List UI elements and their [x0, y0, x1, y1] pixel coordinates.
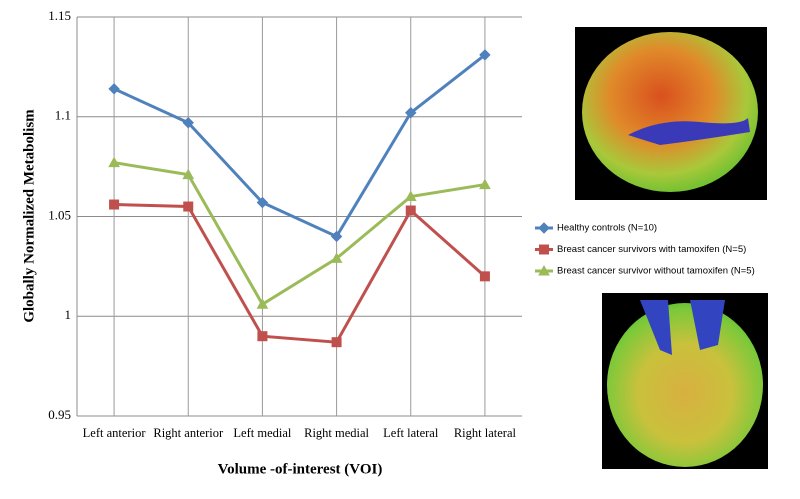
marker: [539, 244, 549, 255]
marker: [405, 205, 416, 216]
marker: [330, 230, 343, 243]
x-tick-label: Left medial: [233, 426, 292, 440]
x-axis-title: Volume -of-interest (VOI): [218, 461, 383, 477]
marker: [182, 117, 194, 129]
x-tick-label: Right medial: [304, 426, 370, 440]
series-line: [113, 161, 486, 307]
y-axis-title: Globally Normalized Metabolism: [21, 109, 37, 323]
marker: [257, 331, 268, 342]
marker: [256, 196, 269, 209]
y-tick-label: 1.05: [48, 207, 71, 222]
y-tick-label: 1: [65, 307, 72, 322]
brain-voi: [628, 118, 750, 145]
legend-label: Breast cancer survivor without tamoxifen…: [557, 266, 755, 277]
marker: [108, 156, 120, 168]
marker: [405, 107, 417, 119]
marker: [330, 252, 343, 263]
marker: [183, 201, 194, 212]
legend-label: Breast cancer survivors with tamoxifen (…: [557, 244, 746, 255]
series-line: [114, 203, 486, 344]
marker: [479, 271, 490, 282]
y-tick-label: 1.15: [48, 8, 71, 23]
marker: [404, 190, 417, 202]
x-tick-label: Right lateral: [453, 426, 516, 440]
brain-render: [582, 32, 758, 192]
marker: [479, 49, 491, 61]
legend-label: Healthy controls (N=10): [557, 223, 657, 234]
brain-render: [607, 303, 763, 467]
x-tick-label: Right anterior: [153, 426, 224, 440]
marker: [538, 222, 550, 234]
y-tick-label: 0.95: [48, 407, 71, 422]
marker: [256, 298, 269, 309]
marker: [331, 337, 342, 348]
marker: [479, 178, 491, 190]
y-tick-label: 1.1: [55, 108, 71, 123]
brain-voi: [640, 300, 725, 355]
x-tick-label: Left lateral: [383, 426, 439, 440]
series-line: [113, 53, 486, 239]
marker: [182, 168, 195, 180]
x-tick-label: Left anterior: [82, 426, 146, 440]
marker: [108, 83, 120, 95]
marker: [109, 199, 120, 210]
marker: [538, 264, 550, 276]
